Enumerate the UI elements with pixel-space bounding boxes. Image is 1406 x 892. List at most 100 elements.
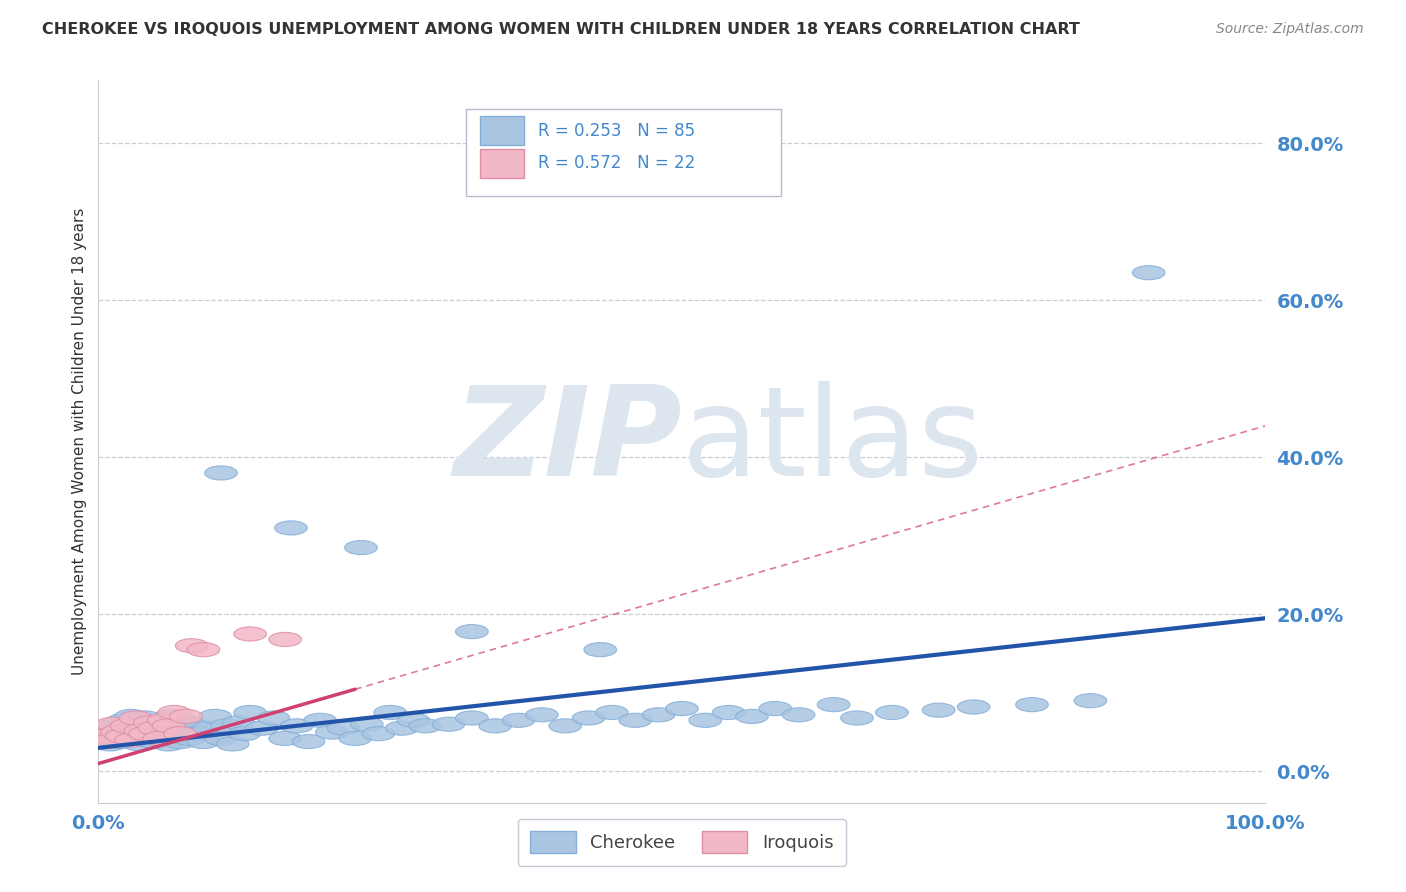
Ellipse shape: [344, 541, 377, 555]
Ellipse shape: [233, 627, 267, 641]
Ellipse shape: [176, 717, 208, 731]
Ellipse shape: [101, 725, 134, 739]
Ellipse shape: [619, 714, 651, 727]
Ellipse shape: [129, 711, 162, 725]
Ellipse shape: [148, 714, 180, 727]
Ellipse shape: [127, 723, 159, 738]
Ellipse shape: [193, 721, 225, 735]
Ellipse shape: [135, 721, 167, 735]
Ellipse shape: [94, 737, 127, 751]
FancyBboxPatch shape: [479, 149, 524, 178]
Ellipse shape: [841, 711, 873, 725]
Ellipse shape: [105, 734, 138, 748]
Ellipse shape: [269, 632, 301, 647]
Ellipse shape: [110, 719, 143, 733]
FancyBboxPatch shape: [465, 109, 782, 196]
Ellipse shape: [152, 719, 184, 733]
Ellipse shape: [280, 719, 314, 733]
Ellipse shape: [150, 719, 183, 733]
Ellipse shape: [131, 733, 163, 747]
Ellipse shape: [735, 709, 768, 723]
Ellipse shape: [157, 706, 191, 720]
Ellipse shape: [96, 727, 129, 740]
Ellipse shape: [115, 733, 148, 747]
Ellipse shape: [292, 734, 325, 748]
Ellipse shape: [432, 717, 465, 731]
Ellipse shape: [222, 715, 254, 730]
Ellipse shape: [643, 707, 675, 722]
Ellipse shape: [187, 734, 219, 748]
Ellipse shape: [1015, 698, 1049, 712]
Text: CHEROKEE VS IROQUOIS UNEMPLOYMENT AMONG WOMEN WITH CHILDREN UNDER 18 YEARS CORRE: CHEROKEE VS IROQUOIS UNEMPLOYMENT AMONG …: [42, 22, 1080, 37]
Ellipse shape: [374, 706, 406, 720]
Ellipse shape: [257, 711, 290, 725]
Ellipse shape: [181, 727, 214, 740]
Ellipse shape: [396, 714, 430, 727]
Text: Source: ZipAtlas.com: Source: ZipAtlas.com: [1216, 22, 1364, 37]
Ellipse shape: [157, 729, 191, 743]
Ellipse shape: [87, 729, 120, 743]
Ellipse shape: [124, 723, 157, 738]
Ellipse shape: [170, 709, 202, 723]
Ellipse shape: [689, 714, 721, 727]
Ellipse shape: [713, 706, 745, 720]
Ellipse shape: [143, 727, 176, 740]
Ellipse shape: [315, 725, 349, 739]
Ellipse shape: [115, 709, 148, 723]
Ellipse shape: [134, 715, 166, 730]
Ellipse shape: [269, 731, 301, 746]
Ellipse shape: [120, 719, 152, 733]
Ellipse shape: [122, 737, 156, 751]
Ellipse shape: [163, 734, 197, 748]
Ellipse shape: [117, 729, 150, 743]
Ellipse shape: [456, 624, 488, 639]
Ellipse shape: [1132, 266, 1166, 280]
Ellipse shape: [163, 727, 197, 740]
Text: atlas: atlas: [682, 381, 984, 502]
FancyBboxPatch shape: [479, 117, 524, 145]
Ellipse shape: [111, 725, 143, 739]
Ellipse shape: [141, 715, 173, 730]
Ellipse shape: [363, 727, 395, 740]
Ellipse shape: [502, 714, 534, 727]
Ellipse shape: [155, 709, 187, 723]
Ellipse shape: [146, 731, 179, 746]
Ellipse shape: [143, 731, 176, 746]
Ellipse shape: [339, 731, 371, 746]
Ellipse shape: [176, 639, 208, 653]
Text: R = 0.253   N = 85: R = 0.253 N = 85: [538, 122, 696, 140]
Ellipse shape: [385, 721, 418, 735]
Y-axis label: Unemployment Among Women with Children Under 18 years: Unemployment Among Women with Children U…: [72, 208, 87, 675]
Ellipse shape: [205, 466, 238, 480]
Ellipse shape: [138, 734, 170, 748]
Ellipse shape: [957, 700, 990, 714]
Ellipse shape: [187, 642, 219, 657]
Ellipse shape: [173, 731, 205, 746]
Ellipse shape: [572, 711, 605, 725]
Ellipse shape: [211, 719, 243, 733]
Ellipse shape: [162, 721, 194, 735]
Ellipse shape: [782, 707, 815, 722]
Ellipse shape: [217, 737, 249, 751]
Text: R = 0.572   N = 22: R = 0.572 N = 22: [538, 154, 696, 172]
Ellipse shape: [120, 711, 152, 725]
Ellipse shape: [170, 725, 202, 739]
Ellipse shape: [152, 737, 184, 751]
Ellipse shape: [100, 717, 132, 731]
Ellipse shape: [108, 714, 141, 727]
Ellipse shape: [876, 706, 908, 720]
Ellipse shape: [526, 707, 558, 722]
Ellipse shape: [817, 698, 851, 712]
Ellipse shape: [96, 717, 129, 731]
Ellipse shape: [409, 719, 441, 733]
Ellipse shape: [596, 706, 628, 720]
Ellipse shape: [759, 701, 792, 715]
Ellipse shape: [105, 729, 138, 743]
Ellipse shape: [198, 709, 232, 723]
Legend: Cherokee, Iroquois: Cherokee, Iroquois: [517, 819, 846, 866]
Ellipse shape: [89, 733, 121, 747]
Ellipse shape: [665, 701, 699, 715]
Ellipse shape: [548, 719, 582, 733]
Ellipse shape: [205, 731, 238, 746]
Ellipse shape: [922, 703, 955, 717]
